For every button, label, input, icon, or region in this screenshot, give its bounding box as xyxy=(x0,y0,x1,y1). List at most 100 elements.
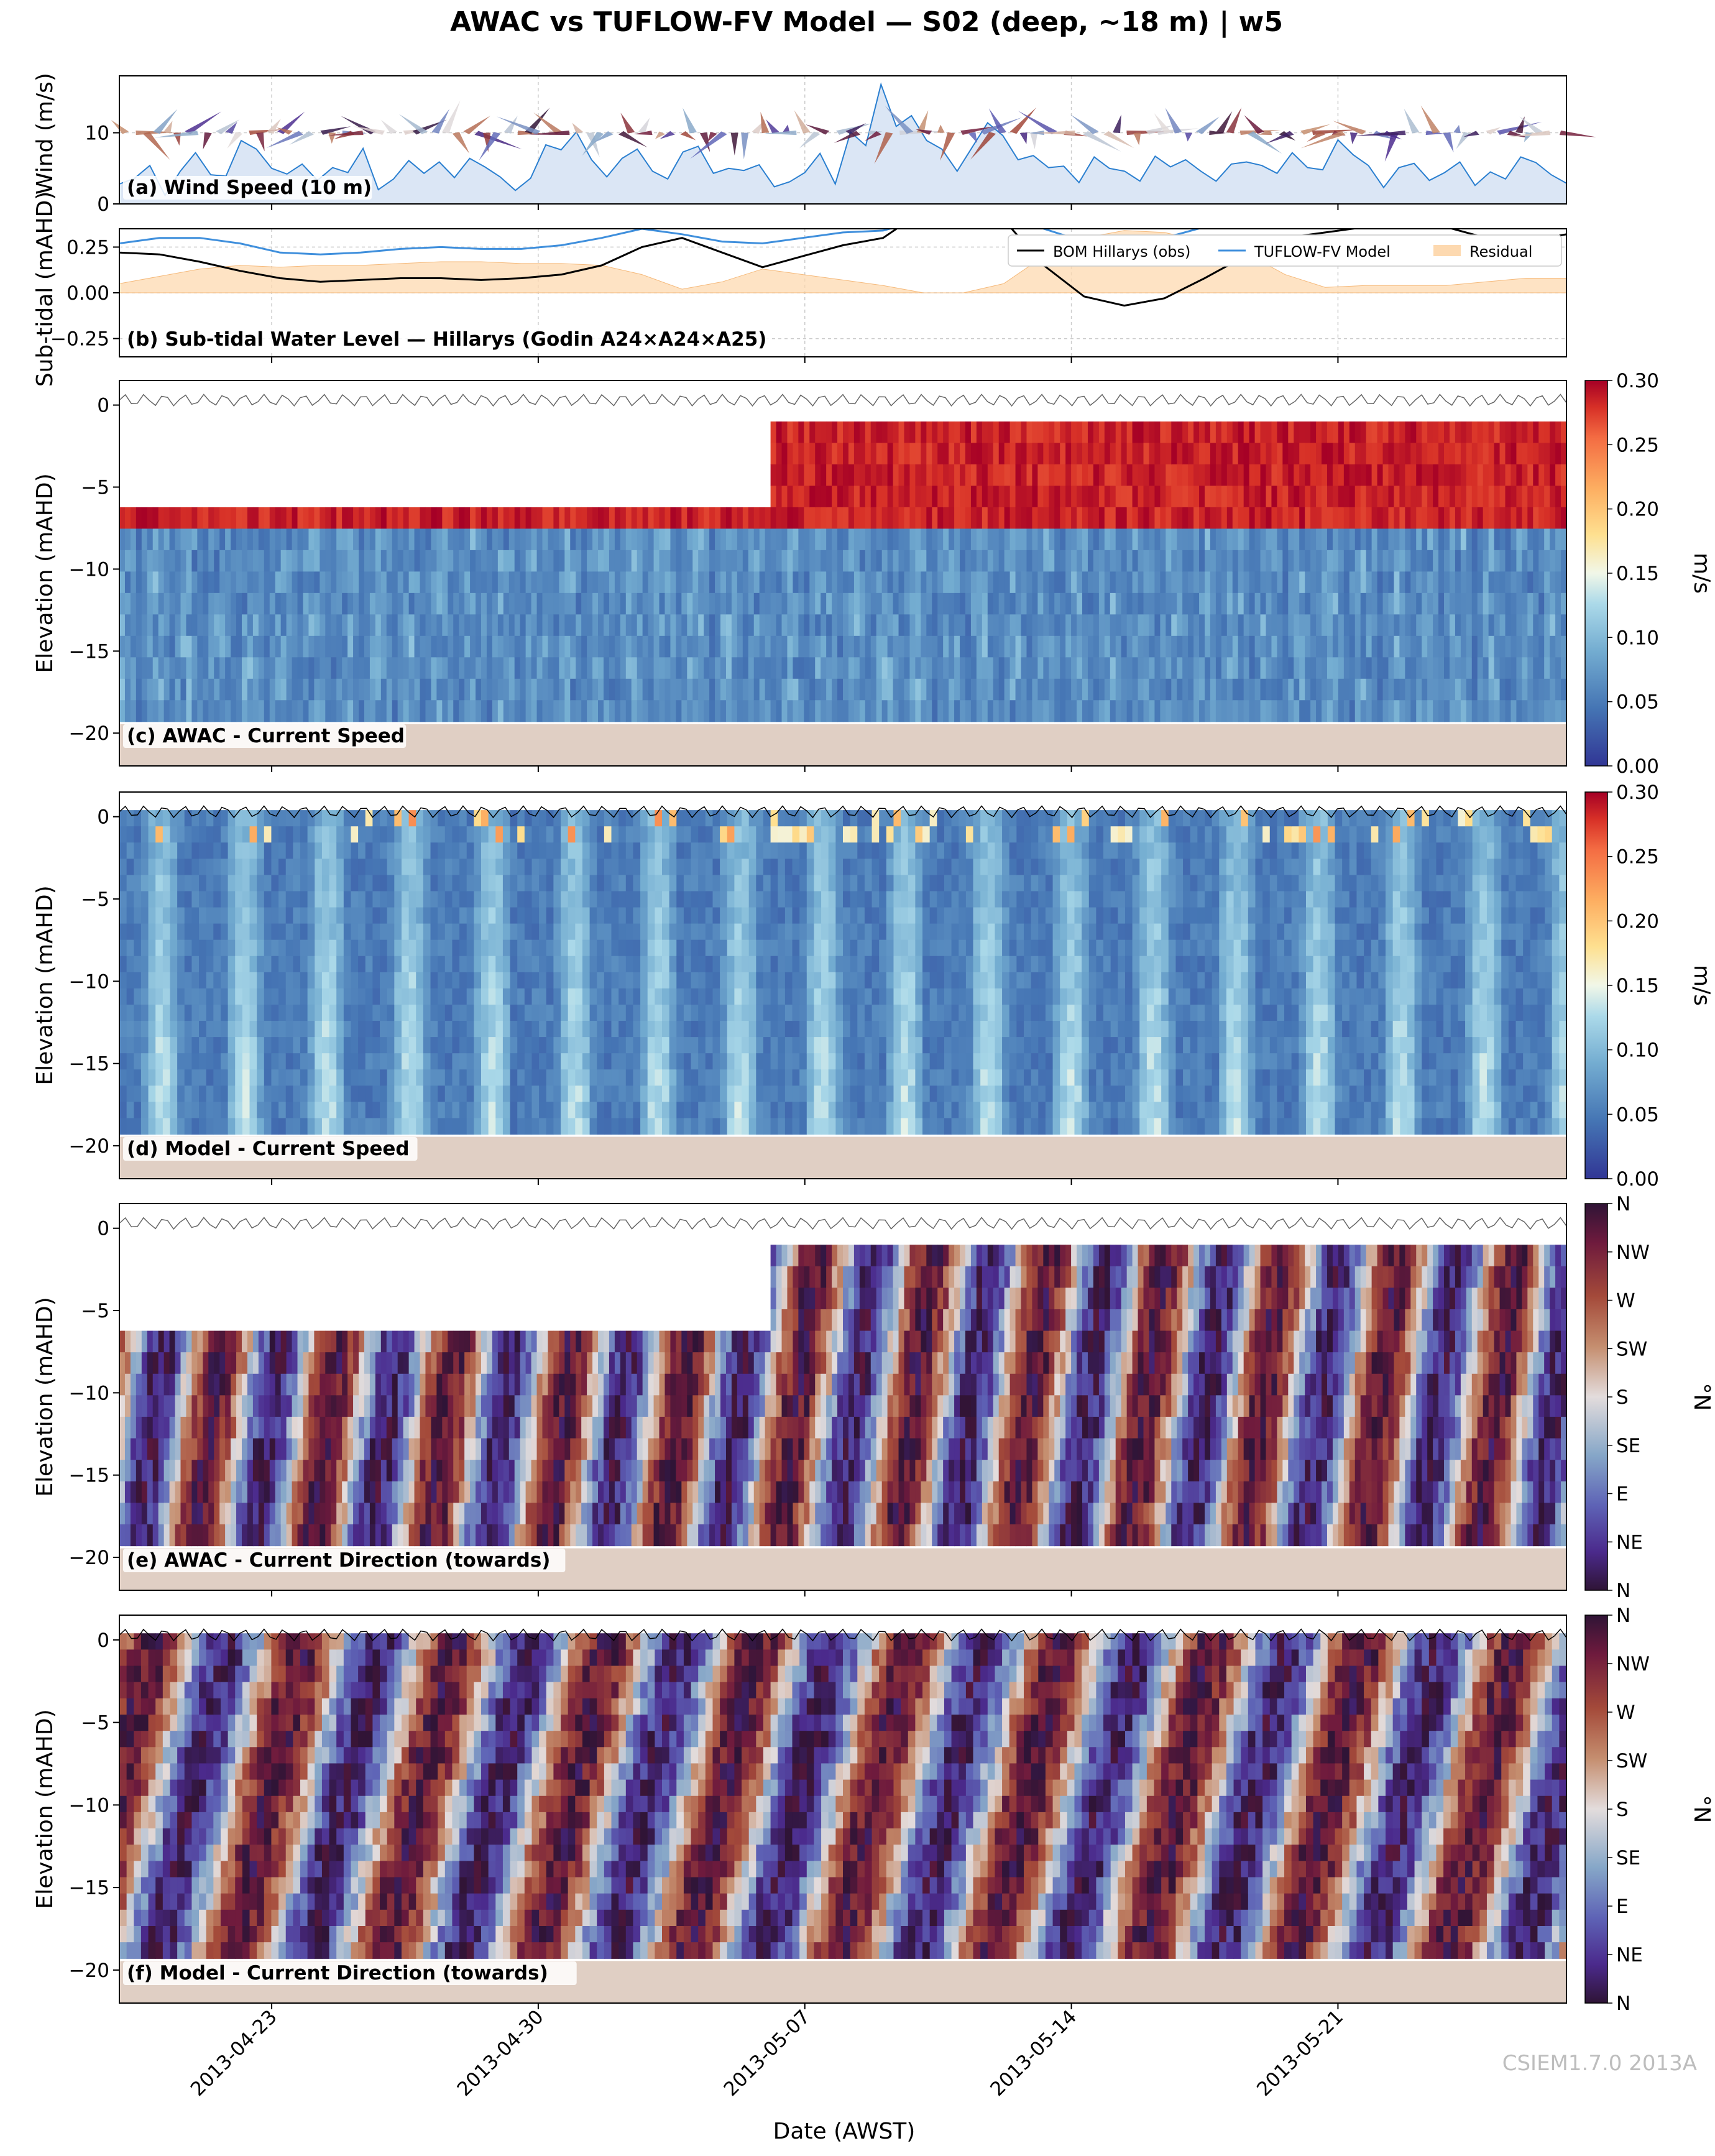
heatmap-cell xyxy=(887,700,894,722)
heatmap-cell xyxy=(1561,571,1566,594)
heatmap-cell xyxy=(609,700,615,722)
heatmap-cell xyxy=(633,1053,641,1070)
heatmap-cell xyxy=(191,923,200,941)
heatmap-cell xyxy=(258,571,265,594)
heatmap-cell xyxy=(307,939,315,957)
heatmap-cell xyxy=(687,700,693,722)
heatmap-cell xyxy=(365,1053,373,1070)
heatmap-cell xyxy=(307,1037,315,1054)
heatmap-cell xyxy=(642,678,649,701)
heatmap-cell xyxy=(347,700,354,722)
heatmap-cell xyxy=(231,657,237,680)
heatmap-cell xyxy=(669,859,677,875)
heatmap-cell xyxy=(325,700,331,722)
heatmap-cell xyxy=(308,571,315,594)
heatmap-cell xyxy=(1399,528,1405,551)
heatmap-cell xyxy=(180,700,187,722)
heatmap-cell xyxy=(1205,614,1211,637)
heatmap-cell xyxy=(1193,464,1200,487)
heatmap-cell xyxy=(1505,571,1512,594)
heatmap-cell xyxy=(397,550,404,572)
heatmap-cell xyxy=(162,923,171,941)
heatmap-cell xyxy=(119,635,126,658)
heatmap-cell xyxy=(180,657,187,680)
heatmap-cell xyxy=(1505,550,1512,572)
heatmap-cell xyxy=(293,810,301,827)
heatmap-cell xyxy=(637,528,643,551)
heatmap-cell xyxy=(1104,657,1111,680)
heatmap-cell xyxy=(358,842,366,859)
heatmap-cell xyxy=(380,528,387,551)
heatmap-cell xyxy=(1455,464,1461,487)
heatmap-cell xyxy=(155,923,163,941)
heatmap-cell xyxy=(669,939,677,957)
heatmap-cell xyxy=(258,657,265,680)
heatmap-cell xyxy=(466,939,474,957)
heatmap-cell xyxy=(1305,592,1311,615)
heatmap-cell xyxy=(297,528,304,551)
heatmap-cell xyxy=(648,614,655,637)
heatmap-cell xyxy=(1143,657,1150,680)
heatmap-cell xyxy=(257,1069,265,1086)
heatmap-cell xyxy=(438,1053,446,1070)
heatmap-cell xyxy=(219,528,226,551)
heatmap-cell xyxy=(1004,421,1011,444)
heatmap-cell xyxy=(821,700,827,722)
heatmap-cell xyxy=(753,550,760,572)
heatmap-cell xyxy=(1444,592,1450,615)
heatmap-cell xyxy=(342,528,348,551)
heatmap-cell xyxy=(420,592,426,615)
heatmap-cell xyxy=(408,1053,416,1070)
heatmap-cell xyxy=(1466,550,1473,572)
heatmap-cell xyxy=(598,657,604,680)
heatmap-cell xyxy=(676,700,682,722)
heatmap-cell xyxy=(300,907,308,924)
heatmap-cell xyxy=(249,1004,257,1021)
heatmap-cell xyxy=(1232,700,1239,722)
heatmap-cell xyxy=(1071,507,1077,529)
heatmap-cell xyxy=(546,1069,554,1086)
heatmap-cell xyxy=(336,875,344,892)
heatmap-cell xyxy=(655,1085,663,1102)
heatmap-cell xyxy=(430,826,438,843)
heatmap-cell xyxy=(611,972,619,989)
y-tick-label: 10 xyxy=(85,122,109,145)
heatmap-cell xyxy=(459,891,467,908)
wind-arrow xyxy=(277,127,293,135)
heatmap-cell xyxy=(909,571,916,594)
heatmap-cell xyxy=(495,1069,503,1086)
heatmap-cell xyxy=(358,1069,366,1086)
heatmap-cell xyxy=(954,464,960,487)
heatmap-cell xyxy=(915,507,921,529)
heatmap-cell xyxy=(720,614,727,637)
heatmap-cell xyxy=(408,875,416,892)
heatmap-cell xyxy=(387,1021,395,1038)
heatmap-cell xyxy=(444,859,453,875)
heatmap-cell xyxy=(1527,592,1533,615)
heatmap-cell xyxy=(386,571,393,594)
heatmap-cell xyxy=(1232,550,1239,572)
heatmap-cell xyxy=(1343,635,1350,658)
heatmap-cell xyxy=(1377,657,1384,680)
heatmap-cell xyxy=(1098,421,1105,444)
heatmap-cell xyxy=(1049,528,1055,551)
heatmap-cell xyxy=(286,571,293,594)
heatmap-cell xyxy=(625,842,634,859)
heatmap-cell xyxy=(1494,528,1501,551)
heatmap-cell xyxy=(285,1037,293,1054)
heatmap-cell xyxy=(1249,657,1256,680)
heatmap-cell xyxy=(611,1085,619,1102)
heatmap-cell xyxy=(1449,571,1456,594)
heatmap-cell xyxy=(603,528,610,551)
heatmap-cell xyxy=(1043,443,1049,465)
heatmap-cell xyxy=(1427,657,1433,680)
heatmap-cell xyxy=(191,956,200,973)
heatmap-cell xyxy=(1149,571,1156,594)
heatmap-cell xyxy=(492,700,499,722)
heatmap-cell xyxy=(1138,486,1144,508)
heatmap-cell xyxy=(524,859,533,875)
heatmap-cell xyxy=(1143,486,1150,508)
heatmap-cell xyxy=(1221,635,1228,658)
heatmap-cell xyxy=(136,700,142,722)
heatmap-cell xyxy=(300,1118,308,1135)
